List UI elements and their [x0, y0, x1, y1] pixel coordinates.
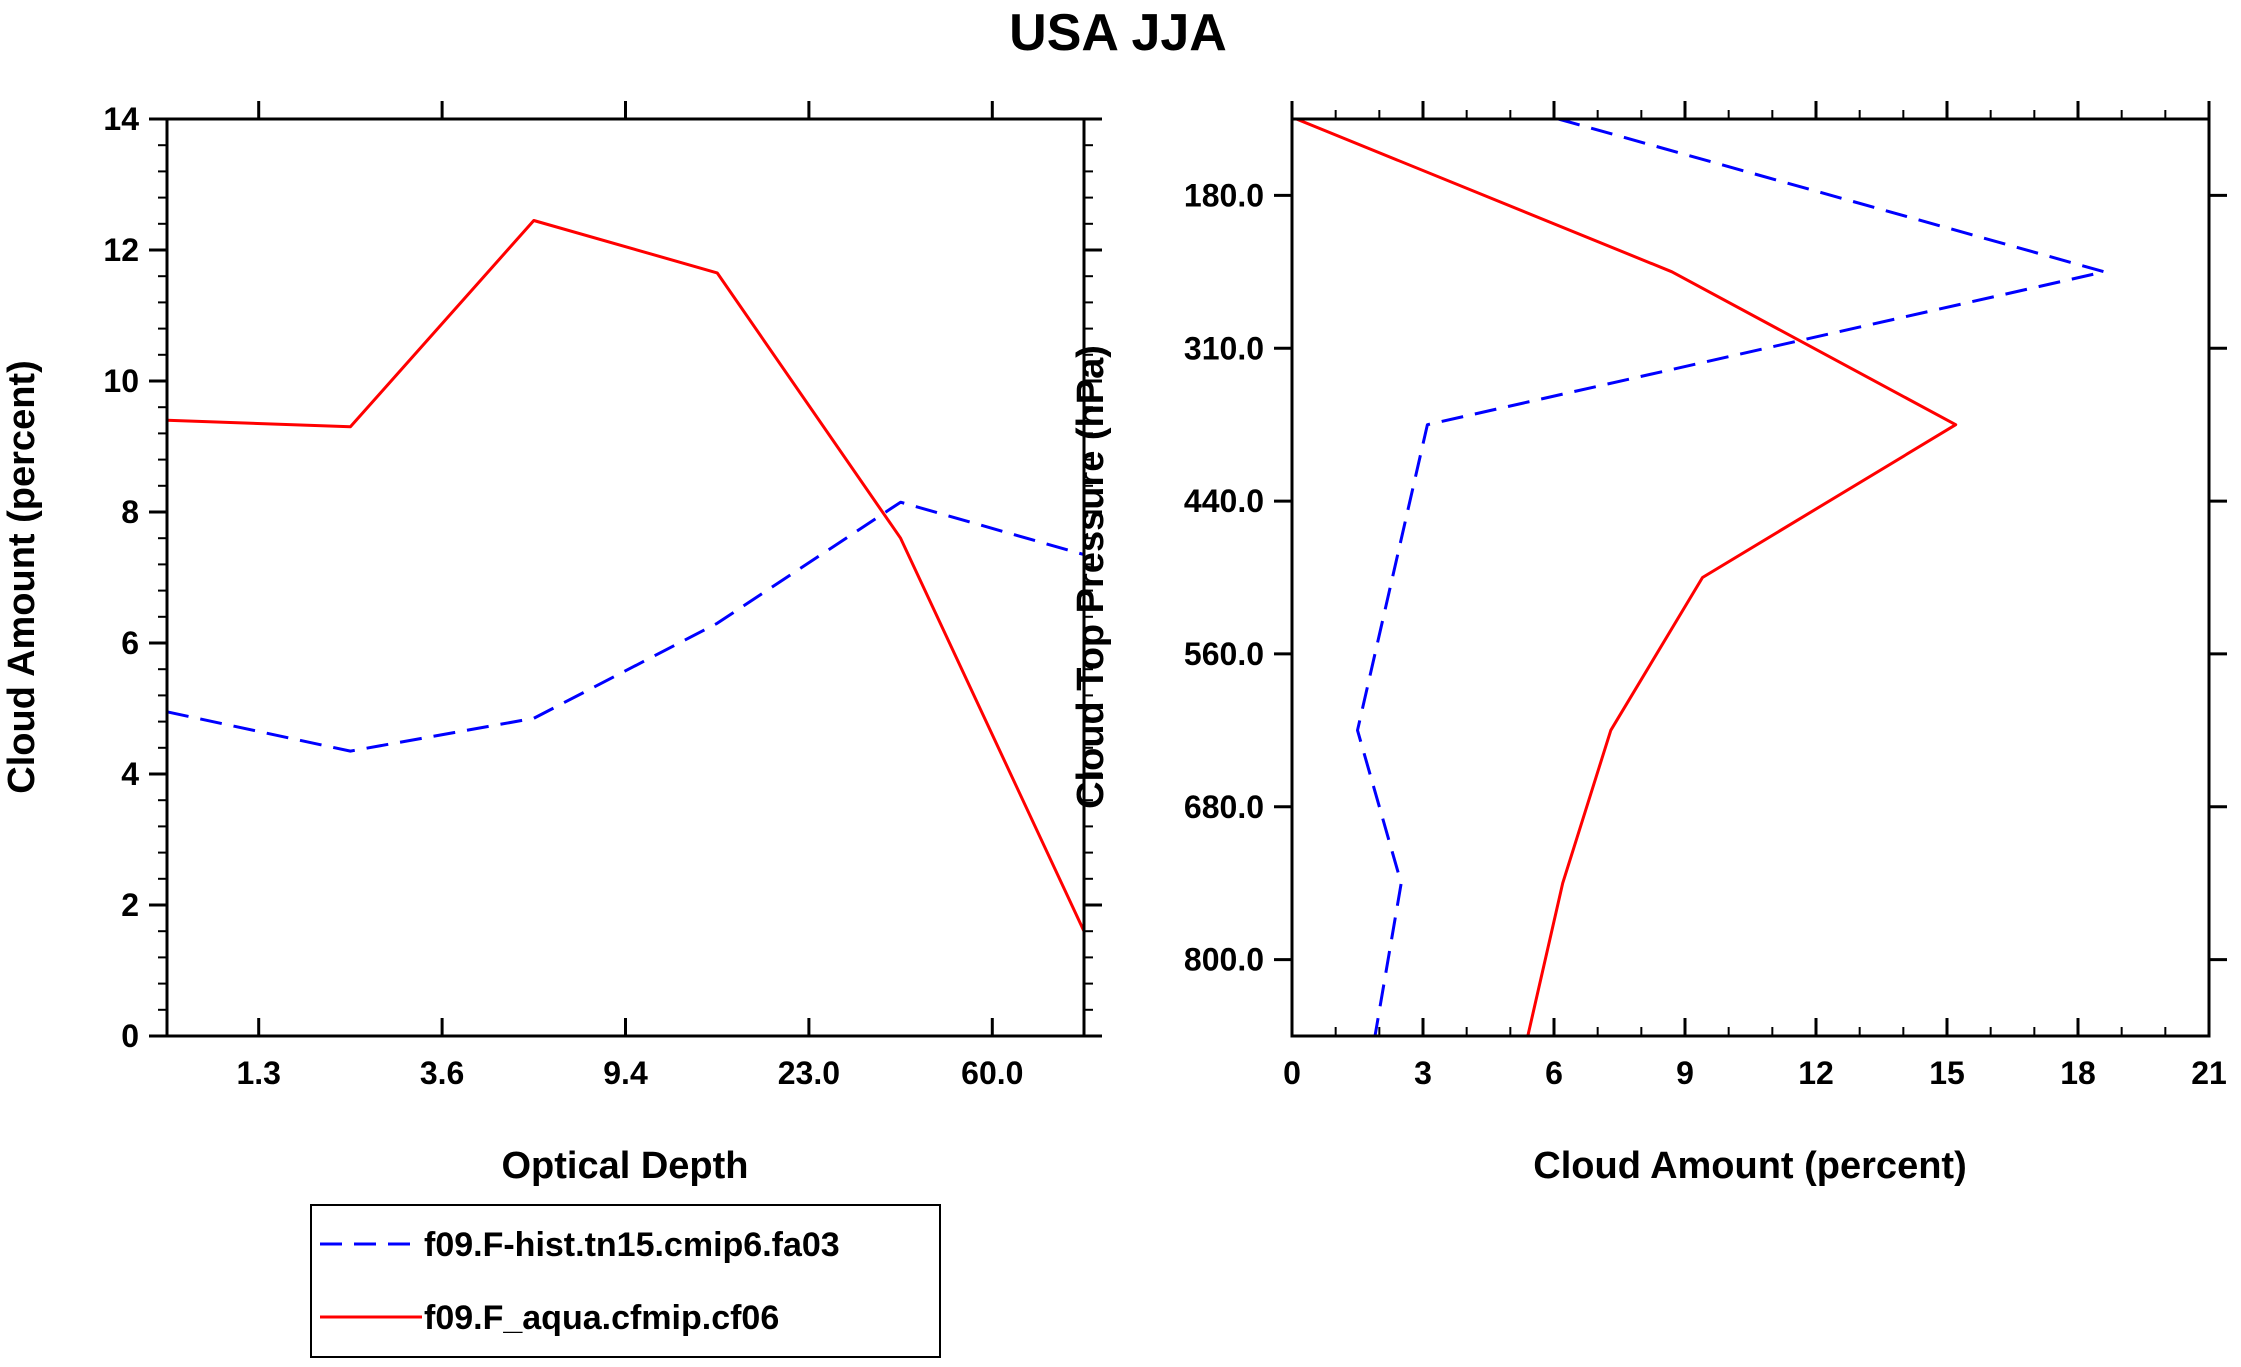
left-y-tick-label: 8	[121, 494, 139, 530]
right-x-tick-label: 6	[1545, 1055, 1563, 1091]
left-x-tick-label: 3.6	[420, 1055, 464, 1091]
right-y-tick-label: 560.0	[1184, 636, 1264, 672]
left-y-tick-label: 6	[121, 625, 139, 661]
left-y-tick-label: 2	[121, 887, 139, 923]
left-series-line-blue	[166, 500, 1085, 753]
right-x-tick-label: 0	[1283, 1055, 1301, 1091]
legend: f09.F-hist.tn15.cmip6.fa03 f09.F_aqua.cf…	[310, 1204, 941, 1358]
right-y-tick-label: 680.0	[1184, 789, 1264, 825]
right-y-tick-label: 800.0	[1184, 942, 1264, 978]
right-x-axis-label: Cloud Amount (percent)	[1533, 1145, 1966, 1187]
right-x-tick-label: 15	[1929, 1055, 1965, 1091]
left-y-tick-label: 4	[121, 756, 139, 792]
right-y-tick-label: 180.0	[1184, 177, 1264, 213]
left-plot-frame	[165, 117, 1086, 1038]
right-y-tick-label: 310.0	[1184, 330, 1264, 366]
right-x-tick-label: 12	[1798, 1055, 1834, 1091]
left-series-lines	[166, 219, 1086, 932]
right-panel: 0 3 6 9 12 15 18 21 180.0 310.0 440.0 560.0 680.0 800…	[1070, 101, 2227, 1187]
left-x-tick-label: 23.0	[778, 1055, 840, 1091]
right-x-tick-label: 21	[2191, 1055, 2227, 1091]
legend-box	[310, 1204, 941, 1358]
right-plot-frame	[1290, 117, 2211, 1038]
right-series-line-red	[1295, 117, 1958, 1037]
legend-label-blue: f09.F-hist.tn15.cmip6.fa03	[424, 1226, 840, 1264]
right-y-axis-label: Cloud Top Pressure (hPa)	[1070, 345, 1112, 809]
left-x-tick-label: 1.3	[236, 1055, 280, 1091]
right-series-lines	[1295, 117, 2106, 1037]
left-y-tick-label: 14	[103, 101, 139, 137]
left-y-tick-label: 12	[103, 232, 139, 268]
right-y-tick-label: 440.0	[1184, 483, 1264, 519]
legend-label-red: f09.F_aqua.cfmip.cf06	[424, 1299, 779, 1337]
left-y-tick-label: 0	[121, 1018, 139, 1054]
left-x-tick-label: 60.0	[961, 1055, 1023, 1091]
chart-title: USA JJA	[1009, 4, 1227, 62]
left-panel: 1.3 3.6 9.4 23.0 60.0 0 2 4 6 8 10 12 14 Optical Dep…	[1, 101, 1102, 1187]
right-ticks: 0 3 6 9 12 15 18 21 180.0 310.0 440.0 560.0 680.0 800…	[1184, 101, 2227, 1091]
left-y-tick-label: 10	[103, 363, 139, 399]
left-ticks: 1.3 3.6 9.4 23.0 60.0 0 2 4 6 8 10 12 14	[103, 101, 1102, 1091]
left-x-axis-label: Optical Depth	[501, 1145, 748, 1187]
right-x-tick-label: 18	[2060, 1055, 2096, 1091]
left-series-line-red	[166, 219, 1086, 932]
left-y-axis-label: Cloud Amount (percent)	[1, 360, 43, 793]
left-x-tick-label: 9.4	[603, 1055, 648, 1091]
right-x-tick-label: 3	[1414, 1055, 1432, 1091]
right-x-tick-label: 9	[1676, 1055, 1694, 1091]
right-series-line-blue	[1356, 117, 2106, 1037]
